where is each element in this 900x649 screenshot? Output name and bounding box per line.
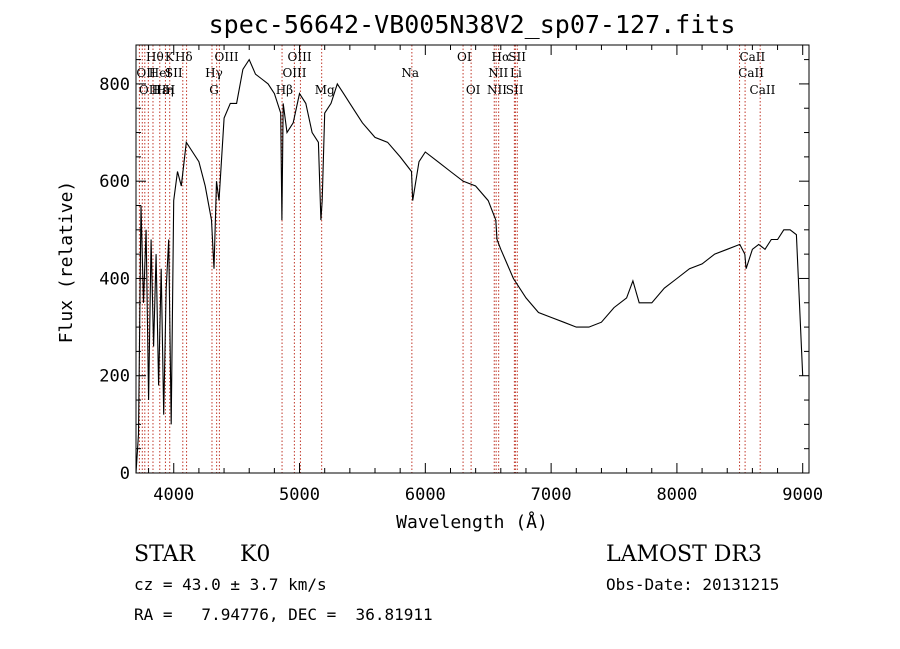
plot-frame bbox=[135, 44, 810, 474]
y-tick-label: 200 bbox=[99, 367, 130, 387]
x-tick-label: 6000 bbox=[405, 485, 446, 505]
survey-name: LAMOST DR3 bbox=[606, 542, 762, 567]
line-label: NII bbox=[488, 66, 508, 80]
line-label: Hβ bbox=[276, 83, 293, 97]
line-label: OII bbox=[139, 83, 159, 97]
line-label: CaII bbox=[750, 83, 776, 97]
x-tick-label: 9000 bbox=[782, 485, 823, 505]
y-axis-label: Flux (relative) bbox=[56, 181, 77, 344]
line-label: HeI bbox=[149, 66, 172, 80]
line-marker-layer bbox=[138, 45, 761, 473]
line-label: Na bbox=[401, 66, 419, 80]
object-class: STAR bbox=[134, 542, 196, 567]
line-label: Hδ bbox=[175, 50, 193, 64]
x-tick-label: 7000 bbox=[531, 485, 572, 505]
line-label: OIII bbox=[282, 66, 306, 80]
x-tick-label: 4000 bbox=[153, 485, 194, 505]
line-label: Hη bbox=[156, 83, 174, 97]
coordinates: RA = 7.94776, DEC = 36.81911 bbox=[134, 605, 433, 624]
spectral-subclass: K0 bbox=[240, 542, 270, 567]
x-tick-label: 5000 bbox=[279, 485, 320, 505]
x-axis-label: Wavelength (Å) bbox=[396, 511, 548, 533]
line-label: CaII bbox=[738, 66, 764, 80]
line-label: SII bbox=[508, 50, 526, 64]
redshift-info: cz = 43.0 ± 3.7 km/s bbox=[134, 575, 327, 594]
line-label: Hθ bbox=[146, 50, 164, 64]
line-label: NII bbox=[487, 83, 507, 97]
y-tick-label: 600 bbox=[99, 172, 130, 192]
line-label: Hγ bbox=[205, 66, 223, 80]
x-tick-label: 8000 bbox=[656, 485, 697, 505]
line-label: G bbox=[209, 83, 219, 97]
line-label: OIII bbox=[215, 50, 239, 64]
y-tick-label: 800 bbox=[99, 75, 130, 95]
line-label: Mg bbox=[315, 83, 335, 97]
line-label: K bbox=[165, 50, 175, 64]
line-label: CaII bbox=[739, 50, 765, 64]
line-label: Hε bbox=[152, 83, 169, 97]
axis-ticks: 4000 5000 6000 7000 8000 9000 0 200 400 600 800 bbox=[99, 45, 823, 505]
spectrum-line bbox=[135, 58, 804, 474]
line-label: OII bbox=[136, 66, 156, 80]
line-label: OIII bbox=[288, 50, 312, 64]
observation-date: Obs-Date: 20131215 bbox=[606, 575, 779, 594]
line-label: H bbox=[165, 83, 175, 97]
line-label: SII bbox=[506, 83, 524, 97]
y-tick-label: 0 bbox=[120, 464, 130, 484]
chart-title: spec-56642-VB005N38V2_sp07-127.fits bbox=[209, 10, 736, 39]
line-label: SII bbox=[165, 66, 183, 80]
line-label: OI bbox=[457, 50, 472, 64]
line-label: OI bbox=[466, 83, 481, 97]
line-label: Hα bbox=[492, 50, 511, 64]
y-tick-label: 400 bbox=[99, 269, 130, 289]
line-label: Li bbox=[510, 66, 522, 80]
